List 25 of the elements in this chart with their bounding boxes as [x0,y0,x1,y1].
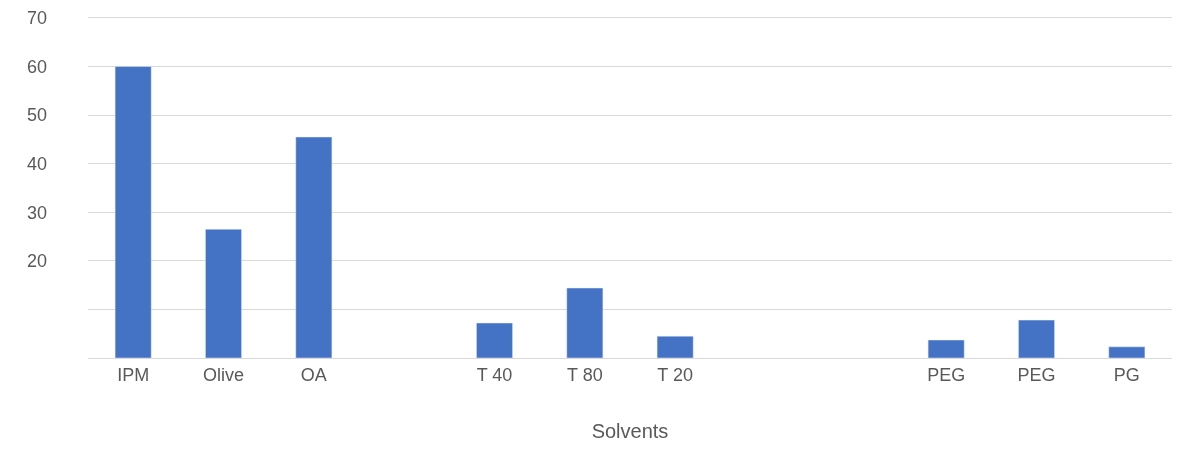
y-tick-label: 60 [26,56,47,77]
bar [656,335,694,358]
x-tick-label: PEG [1017,364,1056,385]
x-tick-label: PG [1113,364,1140,385]
x-tick-label: T 20 [657,364,694,385]
bar [927,339,965,358]
x-axis-title: Solvents [591,420,669,443]
bar [476,322,513,358]
y-tick-label: 30 [26,202,47,223]
x-tick-label: IPM [117,364,150,385]
bar [566,287,604,358]
bar [114,66,152,358]
x-tick-label: OA [300,364,327,385]
bar [295,136,333,358]
x-tick-label: PEG [927,364,966,385]
y-tick-label: 40 [26,154,47,175]
y-tick-label: 50 [26,105,47,126]
bar [1018,319,1055,358]
x-tick-label: T 40 [476,364,513,385]
x-tick-label: Olive [202,364,245,385]
x-tick-label: T 80 [566,364,603,385]
y-tick-label: 70 [26,8,47,29]
bar [1108,346,1146,358]
bar [205,229,242,358]
y-tick-label: 20 [26,251,47,272]
